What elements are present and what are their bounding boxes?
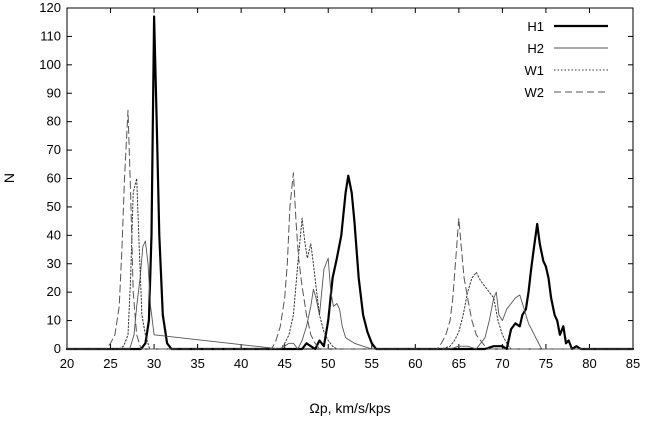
series-line-h1 (65, 15, 635, 351)
series-line-w2 (66, 109, 634, 350)
x-tick-label: 45 (277, 356, 291, 371)
y-tick-label: 80 (47, 114, 61, 129)
legend: H1 H2 W1 W2 (525, 19, 608, 100)
y-tick-label: 100 (39, 57, 61, 72)
x-tick-label: 20 (60, 356, 74, 371)
x-tick-label: 35 (190, 356, 204, 371)
x-tick-label: 85 (626, 356, 640, 371)
y-tick-label: 20 (47, 284, 61, 299)
x-axis-label: Ωp, km/s/kps (309, 400, 390, 416)
x-tick-label: 65 (452, 356, 466, 371)
y-tick-label: 0 (54, 341, 61, 356)
y-tick-label: 90 (47, 85, 61, 100)
series-line-w1 (66, 178, 634, 350)
x-tick-label: 55 (365, 356, 379, 371)
x-tick-label: 50 (321, 356, 335, 371)
y-tick-label: 70 (47, 142, 61, 157)
legend-label-w2: W2 (525, 85, 545, 100)
x-tick-label: 25 (103, 356, 117, 371)
x-tick-label: 70 (495, 356, 509, 371)
y-tick-label: 30 (47, 256, 61, 271)
y-tick-label: 110 (40, 28, 61, 43)
legend-label-h1: H1 (527, 19, 544, 34)
series-group (65, 15, 635, 351)
y-tick-label: 50 (47, 199, 61, 214)
x-tick-label: 40 (234, 356, 248, 371)
x-tick-label: 60 (408, 356, 422, 371)
y-tick-label: 40 (47, 227, 61, 242)
y-tick-label: 120 (39, 0, 61, 15)
x-tick-label: 80 (582, 356, 596, 371)
x-tick-label: 30 (147, 356, 161, 371)
plot-area: 0 10 20 30 40 50 60 70 80 90 100 110 120 20 25 30 35 40 4… (39, 0, 640, 371)
x-axis-ticks: 20 25 30 35 40 45 50 55 60 65 70 75 80 85 (60, 8, 640, 371)
y-axis-label: N (1, 173, 17, 183)
y-tick-label: 60 (47, 171, 61, 186)
series-line-h2 (66, 240, 634, 350)
y-tick-label: 10 (47, 313, 61, 328)
x-tick-label: 75 (539, 356, 553, 371)
legend-label-h2: H2 (527, 41, 544, 56)
y-axis-ticks: 0 10 20 30 40 50 60 70 80 90 100 110 120 (39, 0, 633, 356)
legend-label-w1: W1 (525, 63, 545, 78)
